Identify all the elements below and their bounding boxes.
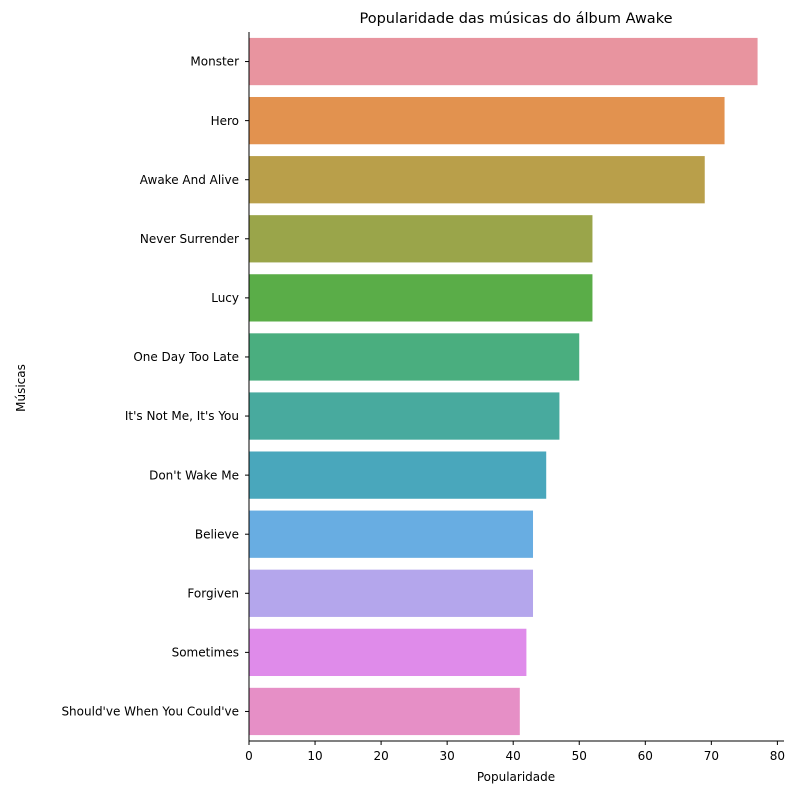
bar [249, 96, 725, 145]
y-axis-title: Músicas [14, 364, 28, 412]
x-tick-labels: 0 10 20 30 40 50 60 70 80 [245, 741, 785, 763]
bar [249, 628, 527, 677]
bar [249, 215, 593, 263]
y-tick-label: Hero [211, 114, 239, 128]
x-tick-label: 20 [373, 749, 388, 763]
bar [249, 37, 758, 86]
bar [249, 510, 534, 558]
y-tick-label: Never Surrender [140, 232, 239, 246]
y-tick-label: It's Not Me, It's You [125, 409, 239, 423]
chart-title: Popularidade das músicas do álbum Awake [360, 11, 673, 27]
y-tick-label: Monster [190, 55, 239, 69]
bar [249, 274, 593, 322]
y-tick-label: Forgiven [187, 586, 239, 600]
bar [249, 156, 705, 204]
y-tick-label: Lucy [211, 291, 239, 305]
bar [249, 333, 580, 381]
x-tick-label: 60 [638, 749, 653, 763]
x-tick-label: 80 [770, 749, 785, 763]
y-tick-labels: Monster Hero Awake And Alive Never Surrende… [61, 55, 249, 719]
bars-group [249, 37, 758, 736]
bar [249, 451, 547, 499]
x-tick-label: 10 [307, 749, 322, 763]
bar [249, 392, 560, 440]
bar [249, 687, 520, 736]
y-tick-label: Don't Wake Me [149, 468, 239, 482]
y-tick-label: Should've When You Could've [61, 705, 239, 719]
x-tick-label: 50 [572, 749, 587, 763]
bar [249, 569, 534, 617]
x-tick-label: 30 [440, 749, 455, 763]
y-tick-label: Sometimes [172, 646, 239, 660]
x-axis-title: Popularidade [477, 770, 555, 784]
y-tick-label: Believe [195, 527, 239, 541]
x-tick-label: 0 [245, 749, 253, 763]
y-tick-label: One Day Too Late [133, 350, 239, 364]
y-tick-label: Awake And Alive [140, 173, 239, 187]
x-tick-label: 70 [704, 749, 719, 763]
x-tick-label: 40 [506, 749, 521, 763]
